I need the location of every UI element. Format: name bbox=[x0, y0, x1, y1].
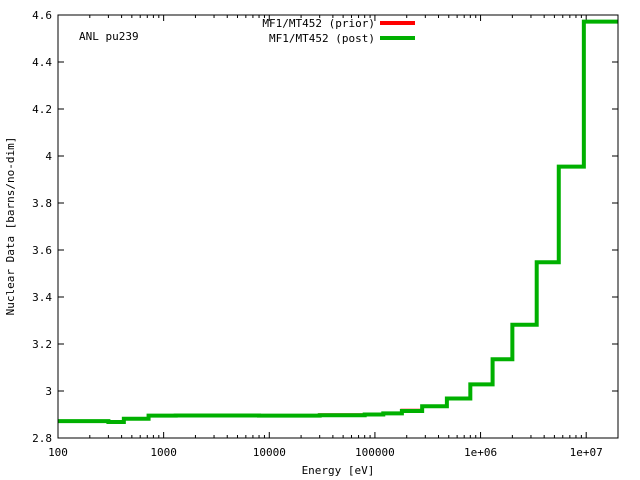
series-post-line bbox=[58, 19, 618, 425]
series-layer bbox=[58, 19, 618, 425]
y-tick-label: 3.4 bbox=[32, 291, 52, 304]
legend-label-prior: MF1/MT452 (prior) bbox=[262, 17, 375, 30]
y-tick-label: 4 bbox=[45, 150, 52, 163]
y-tick-label: 3.6 bbox=[32, 244, 52, 257]
y-tick-label: 3 bbox=[45, 385, 52, 398]
plot-frame bbox=[57, 14, 619, 439]
chart-annotation: ANL pu239 bbox=[79, 30, 139, 43]
y-tick-label: 3.2 bbox=[32, 338, 52, 351]
x-tick-label: 1e+06 bbox=[464, 446, 497, 459]
legend-label-post: MF1/MT452 (post) bbox=[269, 32, 375, 45]
x-tick-label: 1000 bbox=[150, 446, 177, 459]
y-tick-label: 4.2 bbox=[32, 103, 52, 116]
x-axis-label: Energy [eV] bbox=[302, 464, 375, 477]
x-tick-label: 100000 bbox=[355, 446, 395, 459]
y-tick-label: 4.4 bbox=[32, 56, 52, 69]
y-tick-label: 2.8 bbox=[32, 432, 52, 445]
legend: MF1/MT452 (prior) MF1/MT452 (post) bbox=[262, 17, 415, 45]
x-tick-label: 1e+07 bbox=[570, 446, 603, 459]
y-tick-label: 4.6 bbox=[32, 9, 52, 22]
x-tick-label: 100 bbox=[48, 446, 68, 459]
x-tick-label: 10000 bbox=[253, 446, 286, 459]
tick-label-layer: 2.8 3 3.2 3.4 3.6 3.8 4 4.2 4.4 4.6 100 1000 10000 10… bbox=[32, 9, 603, 459]
y-tick-label: 3.8 bbox=[32, 197, 52, 210]
y-axis-label: Nuclear Data [barns/no-dim] bbox=[4, 137, 17, 316]
